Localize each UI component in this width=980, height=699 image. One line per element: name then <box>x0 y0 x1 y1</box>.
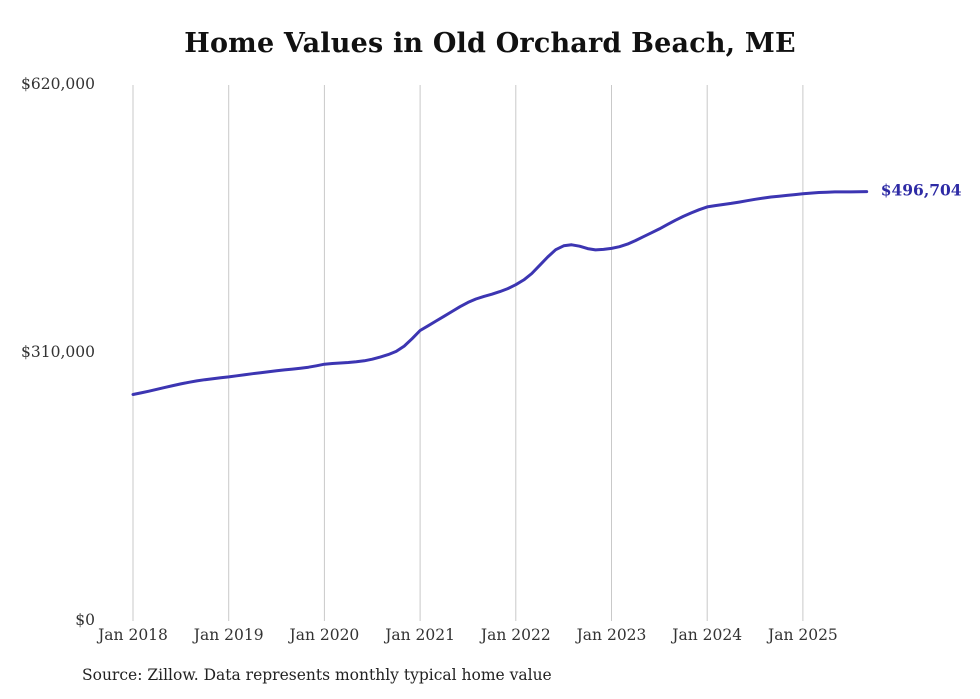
y-tick-label: $0 <box>75 611 95 629</box>
gridlines <box>132 85 804 621</box>
y-tick-label: $620,000 <box>21 75 95 93</box>
x-tick-label: Jan 2020 <box>287 626 359 644</box>
value-line <box>131 190 869 396</box>
x-tick-label: Jan 2023 <box>575 626 647 644</box>
x-tick-label: Jan 2021 <box>383 626 455 644</box>
y-axis-labels: $0 $310,000 $620,000 <box>21 75 95 629</box>
y-tick-label: $310,000 <box>21 343 95 361</box>
x-tick-label: Jan 2022 <box>479 626 551 644</box>
end-value-label: $496,704 <box>881 181 962 200</box>
x-tick-label: Jan 2024 <box>670 626 742 644</box>
source-note: Source: Zillow. Data represents monthly … <box>82 666 552 684</box>
x-tick-label: Jan 2018 <box>96 626 168 644</box>
x-tick-label: Jan 2019 <box>192 626 264 644</box>
chart-title: Home Values in Old Orchard Beach, ME <box>184 28 796 59</box>
x-axis-labels: Jan 2018 Jan 2019 Jan 2020 Jan 2021 Jan 2022… <box>96 626 838 644</box>
x-tick-label: Jan 2025 <box>766 626 838 644</box>
